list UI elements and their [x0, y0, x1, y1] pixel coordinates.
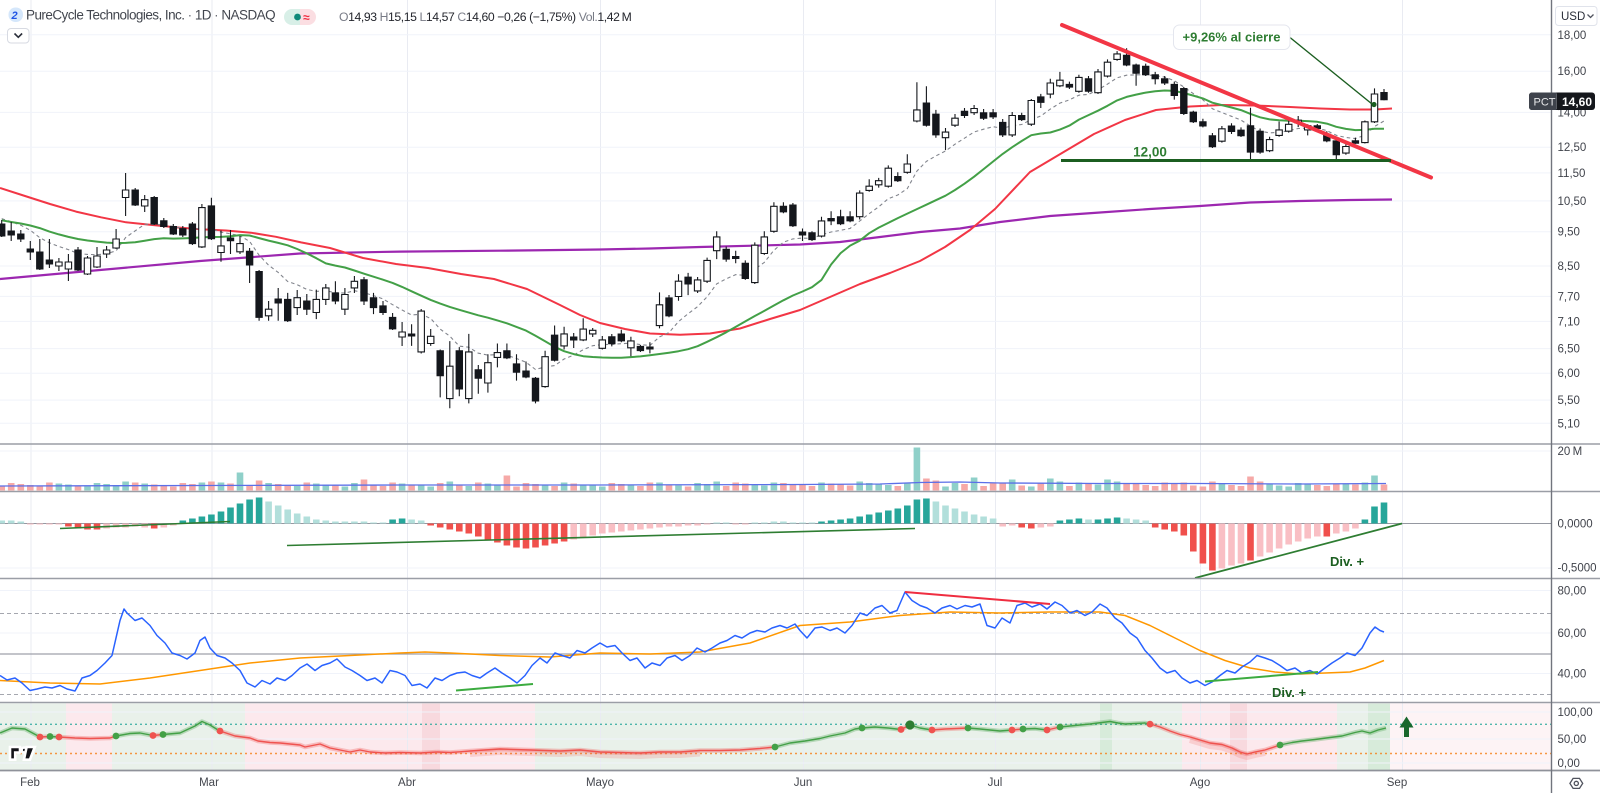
svg-text:50,00: 50,00 — [1558, 734, 1587, 746]
svg-text:Jun: Jun — [794, 777, 813, 789]
svg-text:Sep: Sep — [1387, 777, 1407, 789]
svg-text:11,50: 11,50 — [1558, 168, 1586, 180]
svg-text:7,10: 7,10 — [1558, 316, 1580, 328]
svg-text:8,50: 8,50 — [1558, 261, 1580, 273]
svg-text:60,00: 60,00 — [1558, 628, 1587, 640]
svg-text:5,50: 5,50 — [1558, 395, 1580, 407]
svg-text:Mayo: Mayo — [586, 777, 614, 789]
svg-text:7,70: 7,70 — [1558, 291, 1580, 303]
svg-text:80,00: 80,00 — [1558, 586, 1587, 598]
svg-text:Jul: Jul — [988, 777, 1003, 789]
svg-text:PureCycle Technologies, Inc. ·: PureCycle Technologies, Inc. · 1D · NASD… — [26, 8, 275, 23]
svg-text:Mar: Mar — [199, 777, 219, 789]
svg-text:≈: ≈ — [303, 11, 310, 25]
svg-text:2: 2 — [11, 10, 18, 22]
svg-text:Div. +: Div. + — [1272, 685, 1306, 700]
svg-text:40,00: 40,00 — [1558, 669, 1587, 681]
svg-text:O14,93 H15,15 L14,57 C14,60 −0: O14,93 H15,15 L14,57 C14,60 −0,26 (−1,75… — [339, 10, 632, 24]
svg-text:12,50: 12,50 — [1558, 142, 1587, 154]
svg-text:5,10: 5,10 — [1558, 418, 1580, 430]
svg-text:6,50: 6,50 — [1558, 344, 1580, 356]
svg-text:0,0000: 0,0000 — [1558, 519, 1593, 531]
svg-text:10,50: 10,50 — [1558, 196, 1587, 208]
svg-text:12,00: 12,00 — [1133, 145, 1167, 160]
svg-text:14,60: 14,60 — [1562, 95, 1592, 109]
svg-text:18,00: 18,00 — [1558, 30, 1587, 42]
svg-text:Abr: Abr — [398, 777, 416, 789]
svg-text:20 M: 20 M — [1558, 446, 1583, 458]
svg-text:9,50: 9,50 — [1558, 227, 1580, 239]
svg-text:100,00: 100,00 — [1558, 707, 1593, 719]
svg-text:+9,26% al cierre: +9,26% al cierre — [1183, 30, 1281, 45]
svg-text:PCT: PCT — [1534, 97, 1556, 109]
svg-text:16,00: 16,00 — [1558, 66, 1587, 78]
svg-text:Ago: Ago — [1190, 777, 1210, 789]
svg-text:Feb: Feb — [20, 777, 40, 789]
svg-text:6,00: 6,00 — [1558, 368, 1580, 380]
svg-text:14,00: 14,00 — [1558, 107, 1587, 119]
svg-text:Div. +: Div. + — [1330, 554, 1364, 569]
svg-text:0,00: 0,00 — [1558, 758, 1580, 770]
svg-text:-0,5000: -0,5000 — [1558, 563, 1597, 575]
svg-text:USD: USD — [1561, 11, 1585, 23]
